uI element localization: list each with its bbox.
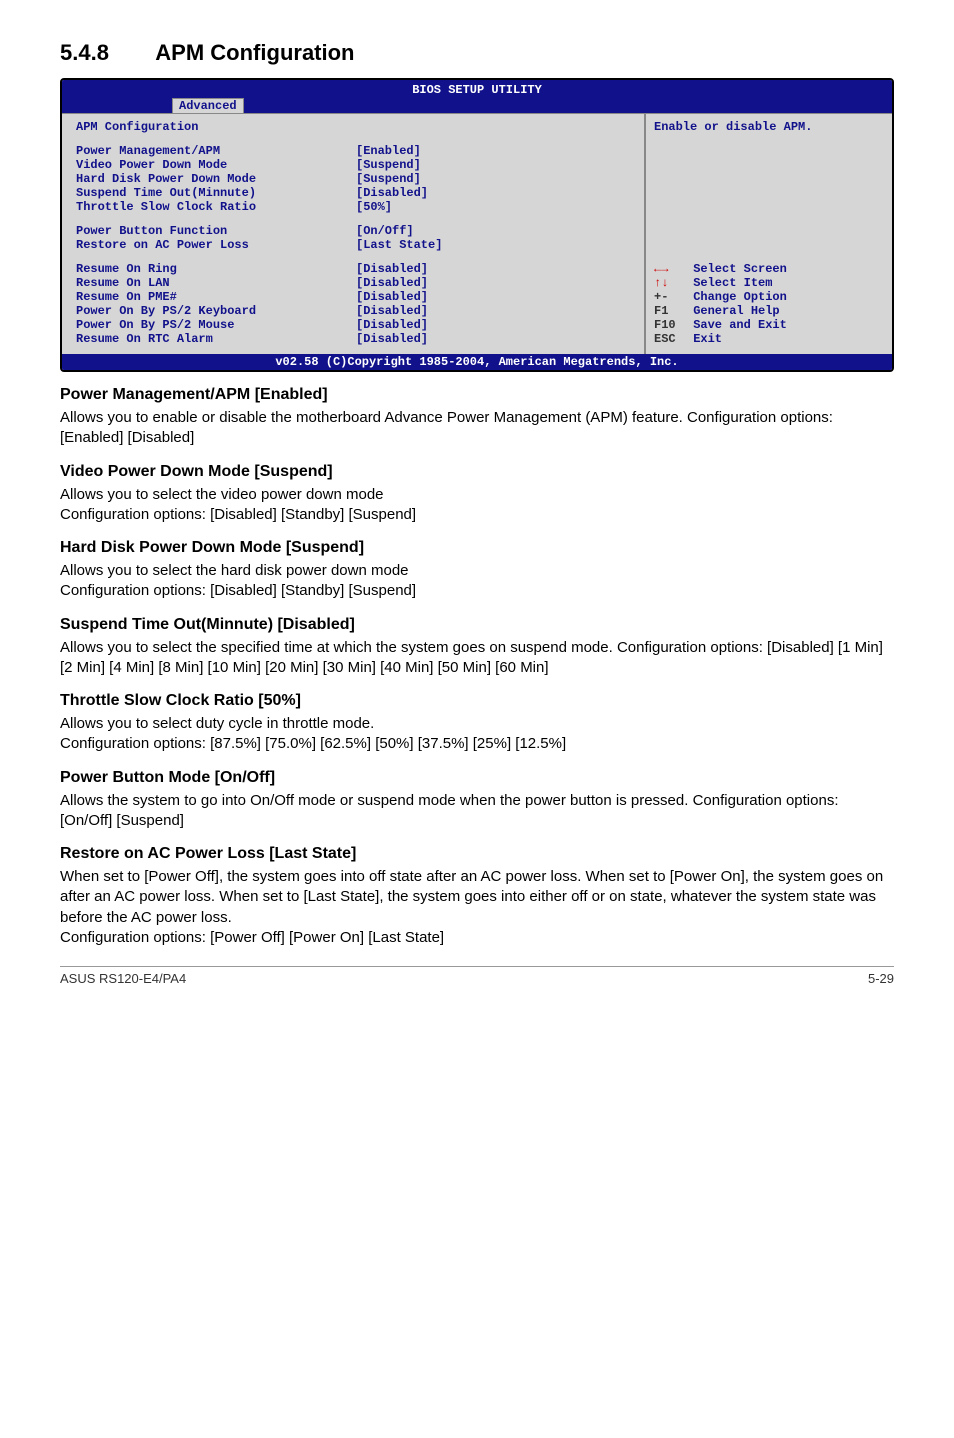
setting-heading: Video Power Down Mode [Suspend] [60, 463, 894, 481]
nav-f10-key: F10 [654, 318, 686, 332]
bios-row[interactable]: Power Button Function[On/Off] [76, 224, 634, 238]
bios-value: [Disabled] [356, 332, 428, 346]
nav-plusminus-key: +- [654, 290, 686, 304]
setting-heading: Suspend Time Out(Minnute) [Disabled] [60, 616, 894, 634]
bios-header: BIOS SETUP UTILITY Advanced [62, 80, 892, 113]
section-number: 5.4.8 [60, 40, 150, 66]
bios-label: Restore on AC Power Loss [76, 238, 356, 252]
bios-row[interactable]: Resume On PME#[Disabled] [76, 290, 634, 304]
bios-row[interactable]: Resume On Ring[Disabled] [76, 262, 634, 276]
bios-label: Resume On RTC Alarm [76, 332, 356, 346]
bios-row[interactable]: Restore on AC Power Loss[Last State] [76, 238, 634, 252]
setting-body: Allows you to select the hard disk power… [60, 561, 894, 602]
setting-body: Allows you to enable or disable the moth… [60, 408, 894, 449]
nav-save-exit: Save and Exit [693, 318, 787, 332]
bios-label: Throttle Slow Clock Ratio [76, 200, 356, 214]
bios-label: Hard Disk Power Down Mode [76, 172, 356, 186]
bios-label: Resume On PME# [76, 290, 356, 304]
bios-window: BIOS SETUP UTILITY Advanced APM Configur… [60, 78, 894, 372]
bios-label: Power On By PS/2 Mouse [76, 318, 356, 332]
nav-exit: Exit [693, 332, 722, 346]
bios-group-3: Resume On Ring[Disabled] Resume On LAN[D… [76, 262, 634, 346]
bios-label: Video Power Down Mode [76, 158, 356, 172]
bios-value: [Suspend] [356, 158, 421, 172]
bios-nav-hints: ←→ Select Screen ↑↓ Select Item +- Chang… [654, 262, 884, 346]
footer-left: ASUS RS120-E4/PA4 [60, 971, 186, 986]
bios-value: [Disabled] [356, 186, 428, 200]
setting-body: Allows you to select duty cycle in throt… [60, 714, 894, 755]
bios-group-1: Power Management/APM[Enabled] Video Powe… [76, 144, 634, 214]
footer-right: 5-29 [868, 971, 894, 986]
bios-label: Power Button Function [76, 224, 356, 238]
bios-value: [Last State] [356, 238, 442, 252]
bios-value: [Disabled] [356, 290, 428, 304]
nav-select-item: Select Item [693, 276, 772, 290]
setting-body: When set to [Power Off], the system goes… [60, 867, 894, 948]
setting-body: Allows you to select the video power dow… [60, 485, 894, 526]
bios-label: Power Management/APM [76, 144, 356, 158]
bios-value: [On/Off] [356, 224, 414, 238]
bios-panel-title: APM Configuration [76, 120, 634, 134]
setting-heading: Power Management/APM [Enabled] [60, 386, 894, 404]
bios-value: [Enabled] [356, 144, 421, 158]
bios-label: Power On By PS/2 Keyboard [76, 304, 356, 318]
arrows-ud-icon: ↑↓ [654, 276, 686, 290]
bios-row[interactable]: Resume On RTC Alarm[Disabled] [76, 332, 634, 346]
setting-heading: Throttle Slow Clock Ratio [50%] [60, 692, 894, 710]
bios-body: APM Configuration Power Management/APM[E… [62, 113, 892, 354]
bios-value: [Disabled] [356, 262, 428, 276]
bios-row[interactable]: Hard Disk Power Down Mode[Suspend] [76, 172, 634, 186]
bios-value: [Disabled] [356, 276, 428, 290]
setting-heading: Restore on AC Power Loss [Last State] [60, 845, 894, 863]
setting-body: Allows you to select the specified time … [60, 638, 894, 679]
bios-row[interactable]: Suspend Time Out(Minnute)[Disabled] [76, 186, 634, 200]
setting-body: Allows the system to go into On/Off mode… [60, 791, 894, 832]
bios-row[interactable]: Power On By PS/2 Keyboard[Disabled] [76, 304, 634, 318]
bios-copyright: v02.58 (C)Copyright 1985-2004, American … [62, 354, 892, 370]
tab-advanced[interactable]: Advanced [172, 98, 244, 113]
nav-select-screen: Select Screen [693, 262, 787, 276]
bios-help-panel: Enable or disable APM. ←→ Select Screen … [644, 114, 892, 354]
nav-change-option: Change Option [693, 290, 787, 304]
bios-row[interactable]: Video Power Down Mode[Suspend] [76, 158, 634, 172]
bios-title: BIOS SETUP UTILITY [62, 82, 892, 98]
bios-row[interactable]: Power Management/APM[Enabled] [76, 144, 634, 158]
bios-row[interactable]: Resume On LAN[Disabled] [76, 276, 634, 290]
bios-settings-panel: APM Configuration Power Management/APM[E… [62, 114, 644, 354]
bios-label: Resume On LAN [76, 276, 356, 290]
section-heading: 5.4.8 APM Configuration [60, 40, 894, 66]
nav-f1-key: F1 [654, 304, 686, 318]
setting-heading: Hard Disk Power Down Mode [Suspend] [60, 539, 894, 557]
bios-value: [Disabled] [356, 318, 428, 332]
setting-heading: Power Button Mode [On/Off] [60, 769, 894, 787]
bios-group-2: Power Button Function[On/Off] Restore on… [76, 224, 634, 252]
nav-general-help: General Help [693, 304, 779, 318]
bios-help-text: Enable or disable APM. [654, 120, 884, 260]
nav-esc-key: ESC [654, 332, 686, 346]
page-footer: ASUS RS120-E4/PA4 5-29 [60, 966, 894, 986]
bios-value: [Disabled] [356, 304, 428, 318]
bios-label: Resume On Ring [76, 262, 356, 276]
bios-tabs: Advanced [62, 98, 892, 113]
bios-label: Suspend Time Out(Minnute) [76, 186, 356, 200]
bios-row[interactable]: Power On By PS/2 Mouse[Disabled] [76, 318, 634, 332]
bios-row[interactable]: Throttle Slow Clock Ratio[50%] [76, 200, 634, 214]
bios-value: [50%] [356, 200, 392, 214]
section-title: APM Configuration [155, 40, 354, 65]
arrows-lr-icon: ←→ [654, 262, 686, 276]
bios-value: [Suspend] [356, 172, 421, 186]
